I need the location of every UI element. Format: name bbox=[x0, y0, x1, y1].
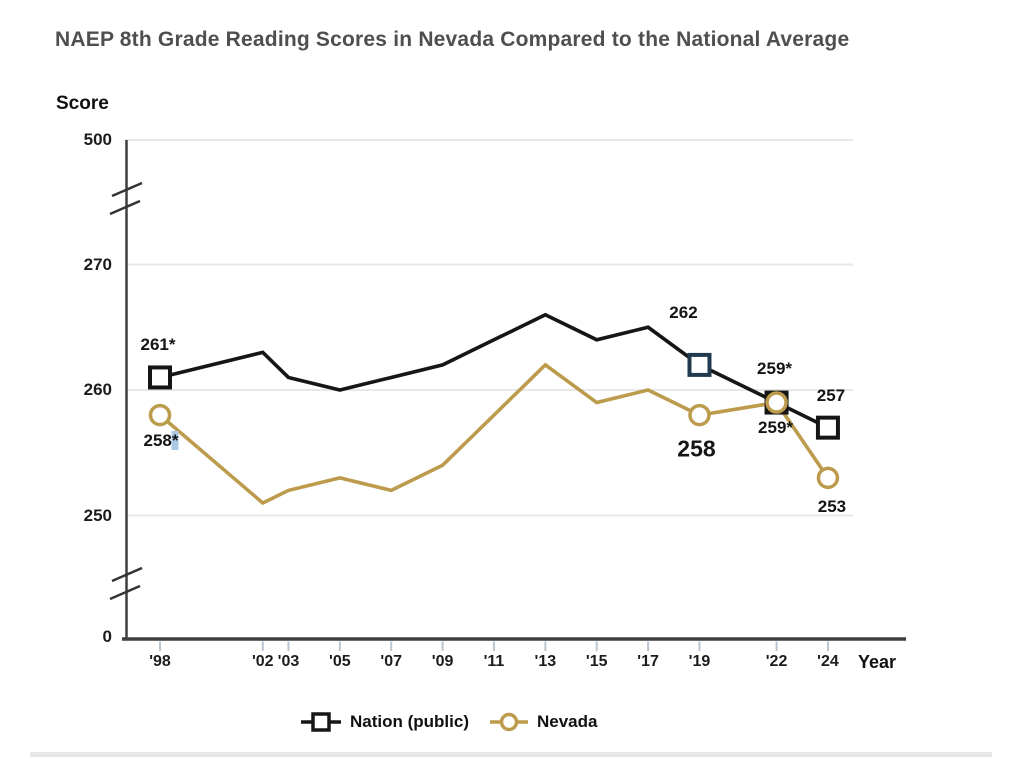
legend-item-nevada: Nevada bbox=[489, 710, 597, 734]
y-tick-label: 250 bbox=[83, 505, 112, 525]
nevada-circle-marker bbox=[688, 403, 711, 427]
nation-square-marker bbox=[148, 365, 172, 390]
bottom-divider bbox=[30, 752, 992, 757]
x-tick-label: '24 bbox=[817, 653, 839, 670]
x-tick-label: '02 bbox=[251, 653, 274, 670]
y-axis-title: Score bbox=[56, 93, 109, 114]
x-tick-label: '22 bbox=[765, 653, 788, 670]
x-tick-label: '05 bbox=[329, 653, 351, 670]
axis-break-icon bbox=[111, 181, 143, 198]
nation-square-marker-icon bbox=[301, 712, 341, 732]
y-tick-label: 500 bbox=[83, 130, 112, 149]
nevada-circle-marker-icon bbox=[489, 712, 528, 732]
y-tick-label: 0 bbox=[102, 627, 112, 646]
x-axis-title: Year bbox=[858, 652, 897, 672]
x-tick-label: '07 bbox=[380, 653, 403, 670]
data-label: 253 bbox=[817, 496, 847, 516]
y-tick-label: 260 bbox=[83, 380, 112, 399]
legend-label-nation: Nation (public) bbox=[350, 712, 469, 731]
x-tick-label: '13 bbox=[534, 653, 557, 670]
series-line-nevada bbox=[158, 362, 830, 506]
x-tick-label: '15 bbox=[585, 653, 608, 670]
y-tick-label: 270 bbox=[83, 254, 112, 274]
x-tick-label: '09 bbox=[431, 653, 454, 670]
legend: Nation (public) Nevada bbox=[300, 710, 597, 734]
legend-label-nevada: Nevada bbox=[536, 712, 598, 731]
x-tick-label: '03 bbox=[277, 653, 300, 670]
data-label: 257 bbox=[816, 385, 846, 405]
data-label: 259* bbox=[758, 417, 794, 437]
axis-break-icon bbox=[109, 199, 141, 216]
data-label: 261* bbox=[140, 335, 176, 355]
nevada-circle-marker bbox=[816, 466, 840, 490]
data-label: 259* bbox=[757, 358, 793, 378]
data-label: 262 bbox=[669, 302, 698, 322]
x-tick-label: '17 bbox=[637, 653, 659, 670]
nevada-circle-marker bbox=[765, 391, 788, 414]
data-label: 258* bbox=[143, 431, 179, 451]
x-tick-label: '11 bbox=[483, 653, 505, 670]
x-tick-label: '98 bbox=[149, 653, 171, 670]
highlighted-asterisk: * bbox=[171, 431, 179, 451]
nation-square-marker bbox=[815, 415, 840, 440]
x-tick-label: '19 bbox=[688, 653, 711, 670]
nevada-circle-marker bbox=[148, 403, 172, 427]
nation-square-marker bbox=[687, 352, 712, 377]
axis-break-icon bbox=[109, 584, 141, 601]
legend-item-nation: Nation (public) bbox=[300, 710, 469, 734]
chart-title: NAEP 8th Grade Reading Scores in Nevada … bbox=[55, 28, 850, 51]
data-label: 258 bbox=[677, 435, 716, 462]
axis-break-icon bbox=[111, 566, 143, 583]
